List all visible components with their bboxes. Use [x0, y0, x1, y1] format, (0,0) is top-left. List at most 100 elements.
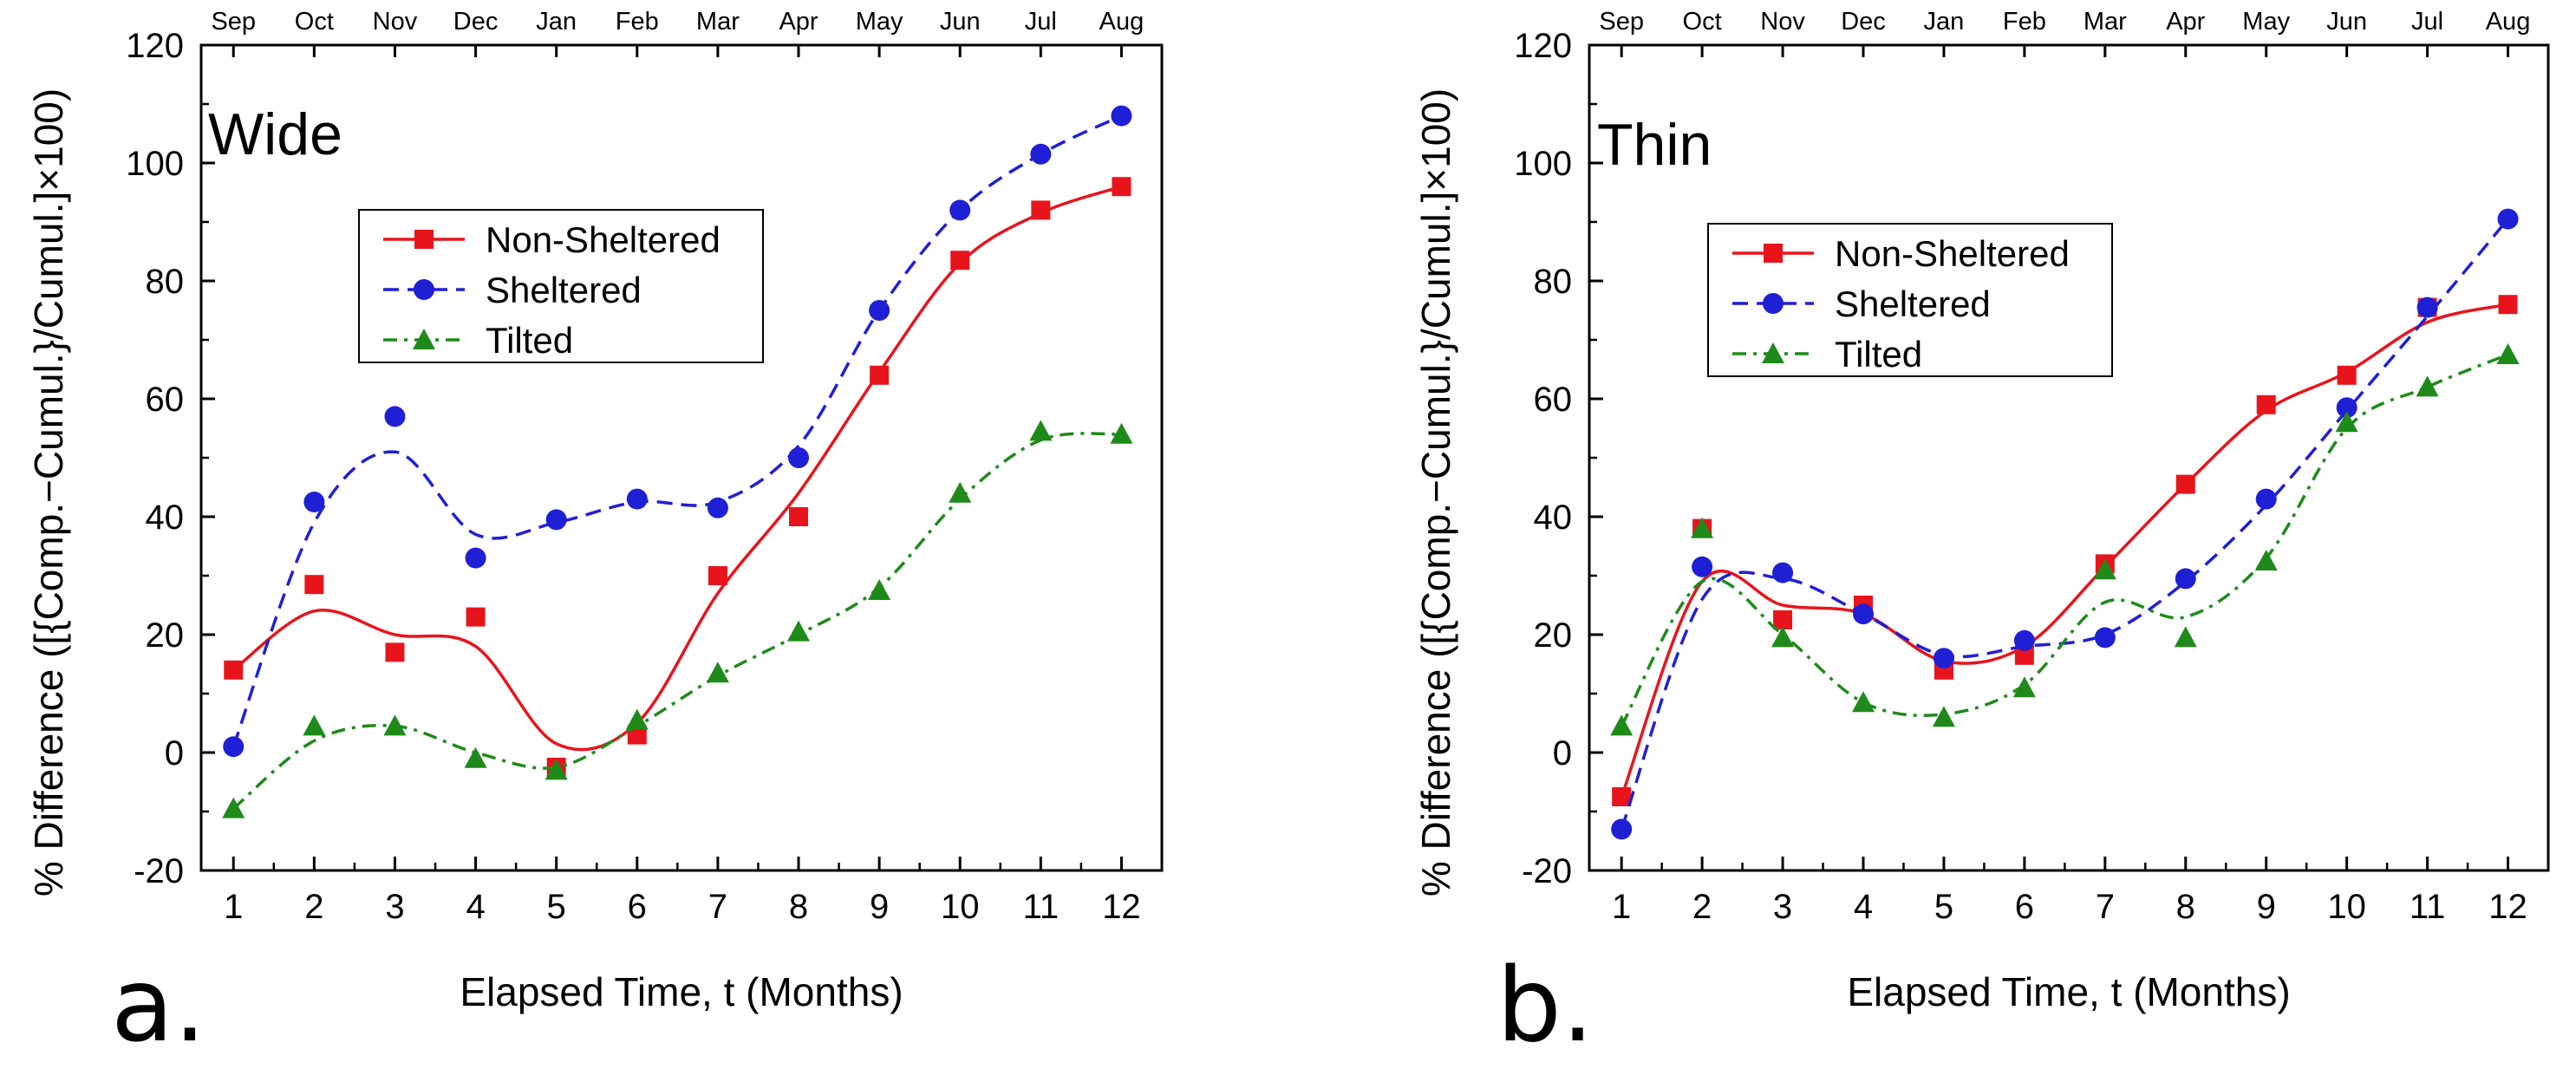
x-axis-title: Elapsed Time, t (Months) — [1847, 969, 2290, 1014]
chart-svg-a: -20 0 20 40 60 80 100 120 1 Sep 2 Oct 3 Nov 4 Dec 5 Jan 6 F… — [26, 8, 1164, 1065]
data-point-non-sheltered — [1112, 177, 1131, 197]
legend-label-non-sheltered: Non-Sheltered — [486, 219, 721, 260]
x-tick-label: 5 — [547, 888, 566, 926]
x-tick-label: 6 — [2015, 888, 2034, 926]
top-month-label: May — [2242, 8, 2290, 36]
data-point-tilted — [706, 662, 729, 683]
top-month-label: Dec — [1841, 8, 1886, 36]
legend-marker-tilted — [413, 329, 435, 349]
data-point-sheltered — [626, 488, 648, 510]
data-point-non-sheltered — [1773, 610, 1793, 629]
top-month-label: May — [856, 8, 903, 36]
legend-label-non-sheltered: Non-Sheltered — [1835, 233, 2070, 274]
y-tick-label: 100 — [1514, 145, 1572, 183]
x-tick-label: 10 — [941, 888, 980, 926]
data-point-non-sheltered — [2256, 394, 2276, 414]
top-month-label: Mar — [2084, 8, 2127, 36]
x-tick-label: 2 — [304, 888, 323, 926]
legend-marker-tilted — [1762, 342, 1784, 363]
top-month-label: Nov — [373, 8, 418, 36]
x-tick-label: 8 — [2176, 888, 2195, 926]
data-point-tilted — [949, 481, 972, 503]
x-tick-label: 4 — [466, 888, 485, 926]
x-tick-label: 10 — [2327, 888, 2366, 926]
y-tick-label: 40 — [1534, 499, 1573, 537]
data-point-non-sheltered — [2498, 295, 2518, 315]
data-point-tilted — [787, 620, 811, 642]
data-point-non-sheltered — [2337, 365, 2357, 385]
data-point-tilted — [545, 759, 568, 780]
top-month-label: Aug — [1099, 8, 1145, 36]
data-point-non-sheltered — [2014, 645, 2034, 665]
data-point-non-sheltered — [2175, 474, 2195, 494]
data-point-sheltered — [949, 199, 971, 221]
data-point-non-sheltered — [950, 251, 970, 271]
y-tick-label: 120 — [126, 27, 184, 65]
data-point-tilted — [2093, 558, 2116, 580]
panel-title: Thin — [1597, 112, 1712, 178]
legend-marker-non-sheltered — [1764, 244, 1783, 263]
y-tick-label: 20 — [146, 616, 185, 655]
legend-marker-non-sheltered — [414, 230, 434, 249]
data-point-tilted — [2254, 550, 2278, 570]
data-point-non-sheltered — [466, 607, 486, 627]
data-point-sheltered — [2255, 488, 2277, 510]
legend-label-tilted: Tilted — [486, 320, 573, 361]
top-month-label: Sep — [211, 8, 256, 36]
data-point-tilted — [1771, 626, 1795, 648]
panel-title: Wide — [208, 101, 342, 167]
top-month-label: Apr — [2166, 8, 2205, 36]
x-tick-label: 1 — [1612, 888, 1631, 926]
x-tick-label: 3 — [385, 888, 404, 926]
x-tick-label: 12 — [1102, 888, 1141, 926]
data-point-tilted — [1110, 422, 1133, 444]
data-point-sheltered — [2013, 629, 2035, 651]
data-point-non-sheltered — [708, 566, 727, 585]
data-point-non-sheltered — [1612, 787, 1632, 806]
x-tick-label: 3 — [1773, 888, 1792, 926]
data-point-sheltered — [707, 497, 728, 518]
y-tick-label: 120 — [1514, 27, 1572, 65]
data-point-tilted — [1852, 691, 1875, 713]
data-point-tilted — [1691, 517, 1714, 538]
top-month-label: Oct — [1683, 8, 1722, 36]
data-point-non-sheltered — [870, 365, 890, 385]
data-point-tilted — [868, 579, 891, 600]
legend-label-sheltered: Sheltered — [486, 270, 642, 310]
data-point-sheltered — [869, 300, 890, 321]
x-tick-label: 2 — [1692, 888, 1712, 926]
series-line-tilted — [232, 432, 1122, 810]
data-point-sheltered — [1030, 143, 1052, 165]
y-tick-label: 0 — [165, 734, 184, 772]
data-point-tilted — [625, 708, 649, 730]
x-axis-title: Elapsed Time, t (Months) — [460, 969, 903, 1014]
x-tick-label: 11 — [1023, 888, 1060, 926]
data-point-tilted — [2174, 626, 2197, 648]
data-point-sheltered — [1611, 818, 1633, 840]
x-tick-label: 7 — [2096, 888, 2115, 926]
data-point-sheltered — [303, 492, 325, 512]
chart-panel-b: -20 0 20 40 60 80 100 120 1 Sep 2 Oct 3 Nov 4 Dec 5 Jan 6 F… — [1387, 0, 2576, 1069]
top-month-label: Jul — [1025, 8, 1057, 36]
data-point-sheltered — [1853, 603, 1874, 625]
x-tick-label: 6 — [628, 888, 647, 926]
y-tick-label: 100 — [126, 145, 184, 183]
data-point-tilted — [464, 746, 487, 768]
chart-panel-a: -20 0 20 40 60 80 100 120 1 Sep 2 Oct 3 Nov 4 Dec 5 Jan 6 F… — [26, 8, 1164, 1065]
top-month-label: Dec — [453, 8, 499, 36]
data-point-sheltered — [2416, 297, 2438, 318]
top-month-label: Apr — [779, 8, 818, 36]
panel-letter: b. — [1497, 945, 1594, 1065]
plot-frame — [1588, 43, 2550, 872]
data-point-sheltered — [545, 509, 567, 531]
y-tick-label: -20 — [134, 852, 184, 890]
y-tick-label: -20 — [1522, 852, 1572, 890]
top-month-label: Mar — [696, 8, 740, 36]
x-tick-label: 7 — [708, 888, 727, 926]
data-point-tilted — [1029, 420, 1053, 441]
chart-svg-b: -20 0 20 40 60 80 100 120 1 Sep 2 Oct 3 Nov 4 Dec 5 Jan 6 F… — [1413, 8, 2550, 1065]
data-point-tilted — [303, 714, 326, 736]
panel-letter: a. — [111, 945, 206, 1065]
data-point-non-sheltered — [304, 575, 324, 595]
